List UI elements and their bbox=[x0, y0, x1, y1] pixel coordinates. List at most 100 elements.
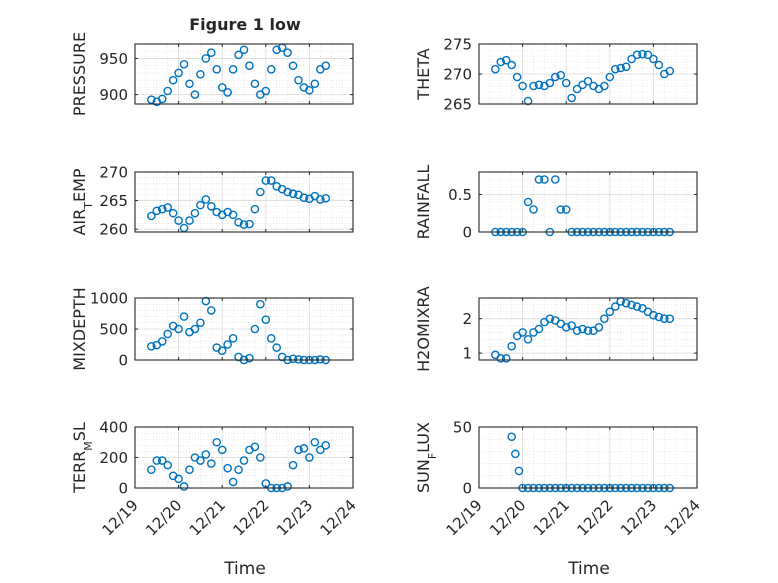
data-point bbox=[556, 70, 566, 80]
data-point bbox=[491, 64, 500, 74]
data-point bbox=[294, 355, 303, 364]
y-axis-label: THETA bbox=[414, 48, 433, 100]
data-point bbox=[228, 477, 238, 487]
data-point bbox=[256, 453, 265, 462]
data-point bbox=[600, 314, 609, 323]
data-point bbox=[245, 353, 254, 363]
y-tick-label: 0.5 bbox=[448, 186, 472, 204]
data-point bbox=[168, 75, 178, 85]
y-tick-label: 1000 bbox=[90, 290, 128, 308]
data-point bbox=[190, 90, 200, 99]
data-point bbox=[212, 65, 222, 74]
minor-grid bbox=[134, 171, 354, 232]
data-point bbox=[299, 193, 309, 203]
data-point bbox=[147, 95, 156, 104]
y-axis-label: MIXDEPTH bbox=[70, 287, 89, 370]
data-point bbox=[310, 79, 320, 89]
data-point bbox=[190, 324, 200, 334]
data-series bbox=[491, 49, 675, 106]
data-point bbox=[283, 187, 292, 197]
data-point bbox=[157, 204, 167, 214]
data-point bbox=[529, 81, 538, 91]
data-point bbox=[288, 189, 298, 199]
data-point bbox=[250, 442, 260, 452]
y-tick-label: 265 bbox=[99, 192, 128, 210]
data-series bbox=[147, 43, 331, 107]
data-point bbox=[294, 445, 303, 455]
y-tick-label: 400 bbox=[99, 419, 128, 437]
y-tick-label: 270 bbox=[99, 164, 128, 182]
data-point bbox=[163, 203, 172, 212]
data-point bbox=[496, 353, 506, 363]
data-point bbox=[147, 211, 156, 221]
data-point bbox=[567, 321, 576, 330]
data-point bbox=[299, 444, 309, 453]
data-point bbox=[228, 333, 238, 343]
axes-box bbox=[478, 171, 698, 233]
data-point bbox=[201, 195, 211, 204]
data-point bbox=[179, 312, 189, 321]
y-tick-label: 950 bbox=[99, 50, 128, 68]
data-point bbox=[649, 310, 658, 320]
data-point bbox=[163, 329, 172, 339]
data-point bbox=[540, 175, 549, 184]
tick-marks bbox=[134, 171, 354, 232]
data-point bbox=[572, 84, 582, 94]
y-tick-label: 260 bbox=[99, 221, 128, 239]
data-point bbox=[583, 326, 593, 336]
data-point bbox=[534, 80, 544, 90]
data-point bbox=[206, 459, 216, 468]
data-point bbox=[174, 324, 183, 334]
data-point bbox=[534, 324, 544, 334]
data-point bbox=[234, 465, 243, 475]
data-point bbox=[179, 59, 189, 69]
data-point bbox=[201, 54, 211, 63]
data-point bbox=[157, 337, 167, 346]
data-point bbox=[514, 466, 524, 476]
data-point bbox=[518, 328, 527, 337]
y-tick-label: 2 bbox=[462, 310, 472, 328]
minor-grid bbox=[478, 171, 698, 233]
data-point bbox=[616, 63, 626, 73]
data-point bbox=[578, 324, 587, 334]
data-point bbox=[283, 48, 292, 57]
data-point bbox=[315, 355, 325, 364]
data-series bbox=[491, 297, 675, 363]
data-point bbox=[605, 72, 615, 82]
y-tick-label: 1 bbox=[462, 345, 472, 363]
data-point bbox=[545, 314, 555, 323]
data-point bbox=[174, 216, 183, 225]
data-point bbox=[561, 78, 571, 88]
data-point bbox=[261, 315, 271, 325]
data-point bbox=[217, 346, 227, 356]
data-point bbox=[561, 205, 571, 214]
data-point bbox=[147, 465, 156, 475]
data-point bbox=[228, 65, 238, 74]
data-point bbox=[245, 61, 254, 70]
data-point bbox=[272, 45, 282, 55]
data-point bbox=[266, 333, 276, 343]
y-tick-label: 270 bbox=[443, 66, 472, 84]
data-point bbox=[567, 93, 576, 103]
tick-marks bbox=[134, 426, 354, 489]
data-point bbox=[239, 45, 249, 55]
figure-title: Figure 1 low bbox=[189, 15, 301, 34]
data-point bbox=[266, 65, 276, 74]
x-axis-label-left: Time bbox=[223, 559, 266, 579]
data-point bbox=[288, 61, 298, 70]
data-point bbox=[234, 217, 243, 227]
data-point bbox=[572, 326, 582, 336]
y-tick-label: 0 bbox=[462, 480, 472, 498]
data-point bbox=[261, 176, 271, 185]
data-point bbox=[283, 482, 292, 491]
data-point bbox=[534, 175, 544, 184]
data-point bbox=[174, 68, 183, 78]
data-point bbox=[250, 79, 260, 89]
data-point bbox=[523, 197, 533, 207]
data-point bbox=[551, 175, 560, 184]
data-point bbox=[212, 437, 222, 447]
data-point bbox=[234, 50, 243, 60]
